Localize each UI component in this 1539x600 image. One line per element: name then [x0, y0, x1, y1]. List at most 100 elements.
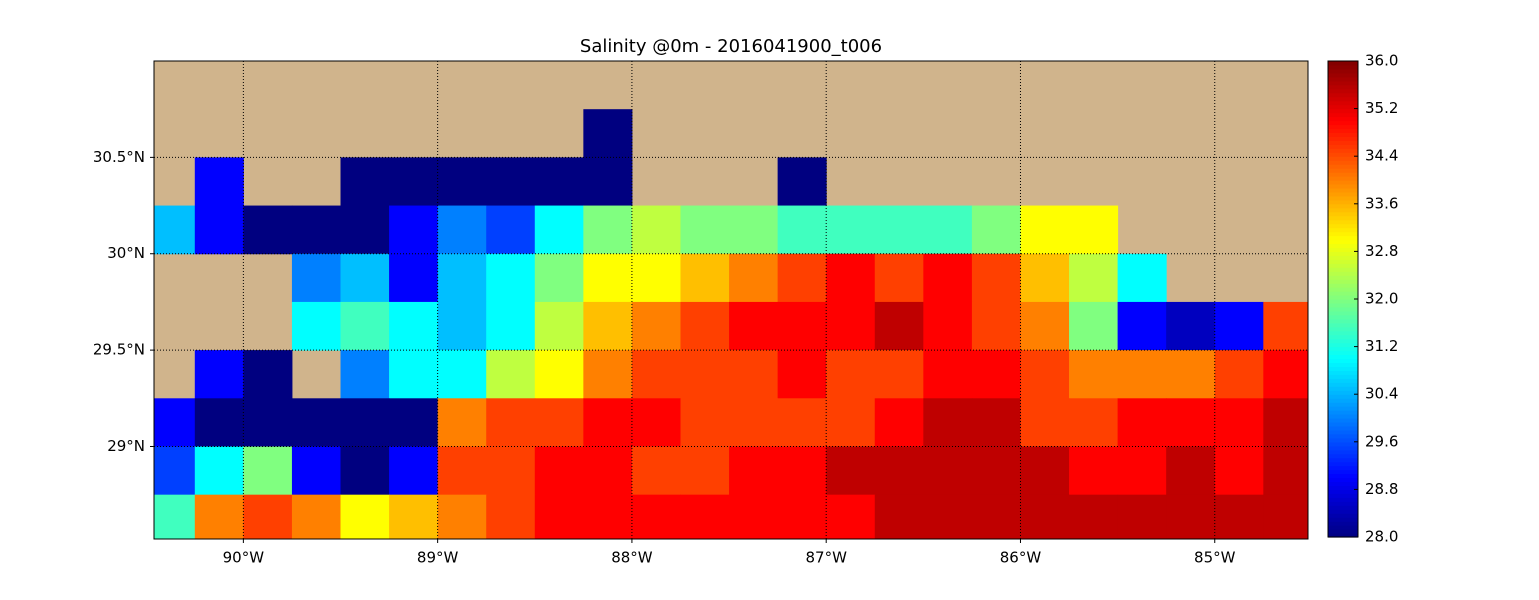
colorbar-step [1328, 136, 1358, 141]
colorbar-step [1328, 271, 1358, 276]
colorbar-step [1328, 180, 1358, 185]
cell [243, 350, 293, 399]
cell [1263, 446, 1308, 496]
cell [486, 253, 536, 303]
cell [923, 446, 973, 496]
cell [874, 253, 924, 303]
cell [534, 157, 584, 207]
cell [1069, 446, 1119, 496]
cell [1117, 301, 1167, 351]
y-tick-label: 29°N [107, 437, 145, 455]
colorbar-step [1328, 330, 1358, 336]
cell [291, 253, 342, 303]
cell [534, 205, 584, 255]
cell [1020, 446, 1070, 496]
colorbar-step [1328, 374, 1358, 379]
colorbar-tick-label: 30.4 [1365, 385, 1398, 403]
cell [826, 398, 876, 447]
cell [631, 398, 681, 447]
cell [291, 398, 342, 447]
colorbar-step [1328, 247, 1358, 252]
cell [583, 157, 633, 207]
cell [534, 398, 584, 447]
colorbar-step [1328, 473, 1358, 479]
colorbar-step [1328, 477, 1358, 483]
cell [154, 398, 196, 447]
colorbar-step [1328, 505, 1358, 510]
colorbar-step [1328, 362, 1358, 368]
colorbar-step [1328, 302, 1358, 308]
cell [389, 205, 439, 255]
cell [777, 253, 827, 303]
colorbar-step [1328, 509, 1358, 514]
colorbar-step [1328, 120, 1358, 126]
colorbar-step [1328, 346, 1358, 352]
colorbar-step [1328, 358, 1358, 364]
cell [437, 398, 487, 447]
cell [631, 494, 681, 539]
cell [534, 253, 584, 303]
cell [437, 253, 487, 303]
cell [534, 301, 584, 351]
cell [680, 494, 730, 539]
colorbar-step [1328, 223, 1358, 229]
cell [1214, 398, 1264, 447]
cell [729, 446, 779, 496]
cell [1069, 494, 1119, 539]
colorbar-step [1328, 156, 1358, 161]
colorbar-tick-label: 36.0 [1365, 52, 1398, 70]
cell [194, 446, 244, 496]
colorbar-step [1328, 429, 1358, 435]
cell [777, 494, 827, 539]
cell [874, 350, 924, 399]
colorbar-step [1328, 390, 1358, 395]
colorbar-step [1328, 128, 1358, 133]
colorbar-step [1328, 461, 1358, 467]
colorbar-step [1328, 453, 1358, 459]
cell [826, 350, 876, 399]
colorbar-tick-label: 28.0 [1365, 528, 1398, 546]
colorbar-tick-label: 31.2 [1365, 337, 1398, 355]
colorbar-step [1328, 497, 1358, 502]
colorbar-step [1328, 437, 1358, 443]
cell [1263, 301, 1308, 351]
colorbar-step [1328, 279, 1358, 284]
cell [729, 253, 779, 303]
cell [389, 301, 439, 351]
colorbar-step [1328, 465, 1358, 471]
colorbar-step [1328, 533, 1358, 538]
colorbar-step [1328, 425, 1358, 431]
colorbar-step [1328, 306, 1358, 312]
cell [923, 350, 973, 399]
colorbar-step [1328, 259, 1358, 264]
cell [583, 109, 633, 158]
colorbar-step [1328, 521, 1358, 526]
colorbar-step [1328, 382, 1358, 387]
colorbar-step [1328, 421, 1358, 427]
colorbar-step [1328, 489, 1358, 494]
cell [923, 398, 973, 447]
cell [389, 446, 439, 496]
cell [874, 494, 924, 539]
cell [777, 446, 827, 496]
cell [486, 157, 536, 207]
colorbar-step [1328, 398, 1358, 403]
colorbar-step [1328, 334, 1358, 340]
y-tick-label: 29.5°N [93, 341, 145, 359]
cell [631, 253, 681, 303]
cell [583, 205, 633, 255]
field [154, 61, 1308, 539]
colorbar-step [1328, 299, 1358, 304]
y-tick-label: 30.5°N [93, 148, 145, 166]
cell [777, 205, 827, 255]
cell [340, 398, 390, 447]
colorbar-step [1328, 314, 1358, 320]
cell [631, 205, 681, 255]
colorbar-step [1328, 191, 1358, 197]
cell [340, 301, 390, 351]
cell [340, 205, 390, 255]
colorbar-step [1328, 144, 1358, 149]
colorbar-step [1328, 160, 1358, 165]
colorbar-step [1328, 529, 1358, 534]
colorbar-step [1328, 469, 1358, 475]
